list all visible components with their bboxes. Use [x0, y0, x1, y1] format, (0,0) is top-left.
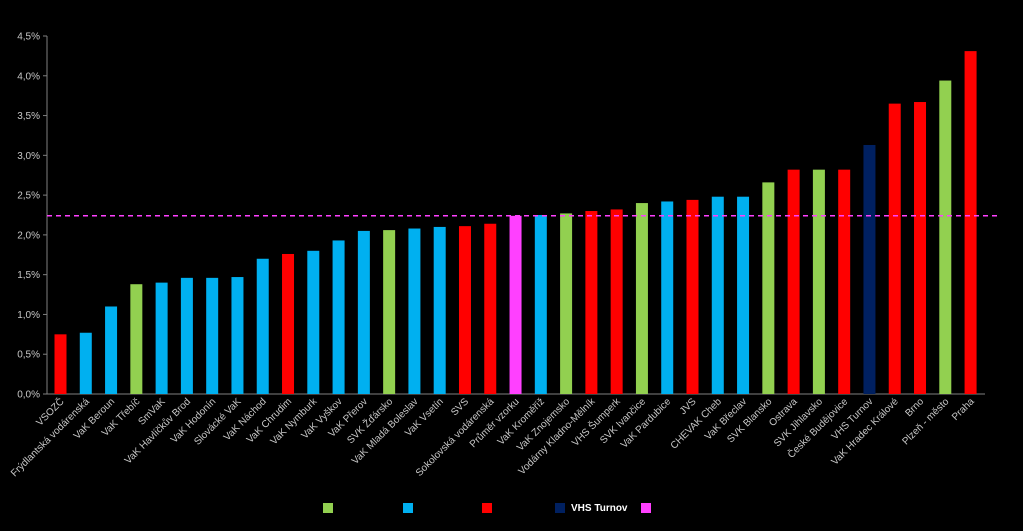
bar — [282, 253, 295, 394]
bar — [661, 201, 674, 394]
bar — [838, 169, 851, 394]
chart-legend: VHS Turnov — [0, 498, 1023, 518]
legend-swatch — [555, 503, 565, 513]
legend-item — [641, 498, 651, 518]
bar — [762, 182, 775, 394]
bar — [105, 306, 118, 394]
bar — [130, 284, 143, 394]
bar — [180, 277, 193, 394]
bar-chart: 0,0% 0,5% 1,0% 1,5% 2,0% 2,5% 3,0% 3,5% 4,0% 4,5%… — [9, 32, 1000, 479]
legend-label: VHS Turnov — [571, 502, 628, 514]
bar — [888, 103, 901, 394]
legend-swatch — [482, 503, 492, 513]
y-tick-label: 0,5% — [17, 350, 40, 361]
bar — [686, 199, 699, 394]
y-tick-label: 3,5% — [17, 111, 40, 122]
bar — [737, 196, 750, 394]
bar — [560, 213, 573, 394]
bar — [610, 209, 623, 394]
bar — [231, 277, 244, 394]
chart-bars — [54, 51, 977, 395]
legend-swatch — [403, 503, 413, 513]
bar — [307, 250, 320, 394]
y-axis-ticks: 0,0% 0,5% 1,0% 1,5% 2,0% 2,5% 3,0% 3,5% 4,0% 4,5% — [17, 32, 47, 401]
y-tick-label: 2,0% — [17, 230, 40, 241]
y-tick-label: 1,0% — [17, 310, 40, 321]
legend-swatch — [641, 503, 651, 513]
y-tick-label: 2,5% — [17, 191, 40, 202]
y-tick-label: 1,5% — [17, 270, 40, 281]
bar — [509, 215, 522, 394]
bar — [812, 169, 825, 394]
y-tick-label: 4,0% — [17, 71, 40, 82]
bar — [383, 230, 396, 394]
bar — [54, 334, 67, 394]
bar — [332, 240, 345, 394]
bar — [964, 51, 977, 395]
x-tick-label: SVS — [449, 396, 471, 418]
x-tick-label: Praha — [950, 396, 977, 423]
y-tick-label: 0,0% — [17, 390, 40, 401]
legend-item — [323, 498, 333, 518]
bar — [458, 226, 471, 394]
bar — [787, 169, 800, 394]
bar — [939, 80, 952, 394]
bar — [408, 228, 421, 394]
y-tick-label: 4,5% — [17, 32, 40, 43]
x-tick-label: JVS — [678, 396, 699, 417]
bar — [484, 223, 497, 394]
legend-swatch — [323, 503, 333, 513]
legend-item: VHS Turnov — [555, 498, 628, 518]
bar — [79, 332, 92, 394]
x-tick-label: Plzeň - město — [900, 396, 951, 447]
bar — [914, 102, 927, 394]
bar — [357, 230, 370, 394]
bar — [256, 258, 269, 394]
y-tick-label: 3,0% — [17, 151, 40, 162]
bar — [433, 226, 446, 394]
bar — [635, 203, 648, 394]
bar — [534, 215, 547, 394]
bar — [711, 196, 724, 394]
bar — [863, 144, 876, 394]
bar — [206, 277, 219, 394]
legend-item — [482, 498, 492, 518]
legend-item — [403, 498, 413, 518]
bar — [585, 211, 598, 394]
bar — [155, 282, 168, 394]
